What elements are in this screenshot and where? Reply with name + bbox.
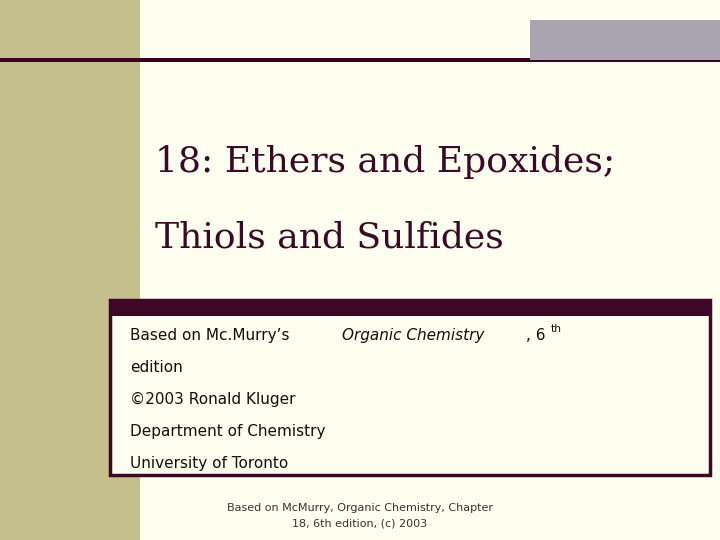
Bar — [110, 300, 710, 316]
Text: Based on McMurry, Organic Chemistry, Chapter: Based on McMurry, Organic Chemistry, Cha… — [227, 503, 493, 513]
Text: , 6: , 6 — [526, 328, 545, 343]
Text: ©2003 Ronald Kluger: ©2003 Ronald Kluger — [130, 392, 295, 407]
Bar — [110, 300, 710, 316]
Text: 18: Ethers and Epoxides;: 18: Ethers and Epoxides; — [155, 145, 615, 179]
Text: Organic Chemistry: Organic Chemistry — [342, 328, 485, 343]
Bar — [0, 58, 720, 62]
Text: edition: edition — [130, 360, 183, 375]
Text: th: th — [551, 324, 562, 334]
Bar — [530, 20, 720, 60]
Text: University of Toronto: University of Toronto — [130, 456, 288, 471]
Bar — [110, 300, 710, 475]
Text: Based on Mc.Murry’s: Based on Mc.Murry’s — [130, 328, 294, 343]
Bar — [0, 0, 140, 540]
Text: Thiols and Sulfides: Thiols and Sulfides — [155, 220, 504, 254]
Text: 18, 6th edition, (c) 2003: 18, 6th edition, (c) 2003 — [292, 518, 428, 528]
Text: Department of Chemistry: Department of Chemistry — [130, 424, 325, 439]
